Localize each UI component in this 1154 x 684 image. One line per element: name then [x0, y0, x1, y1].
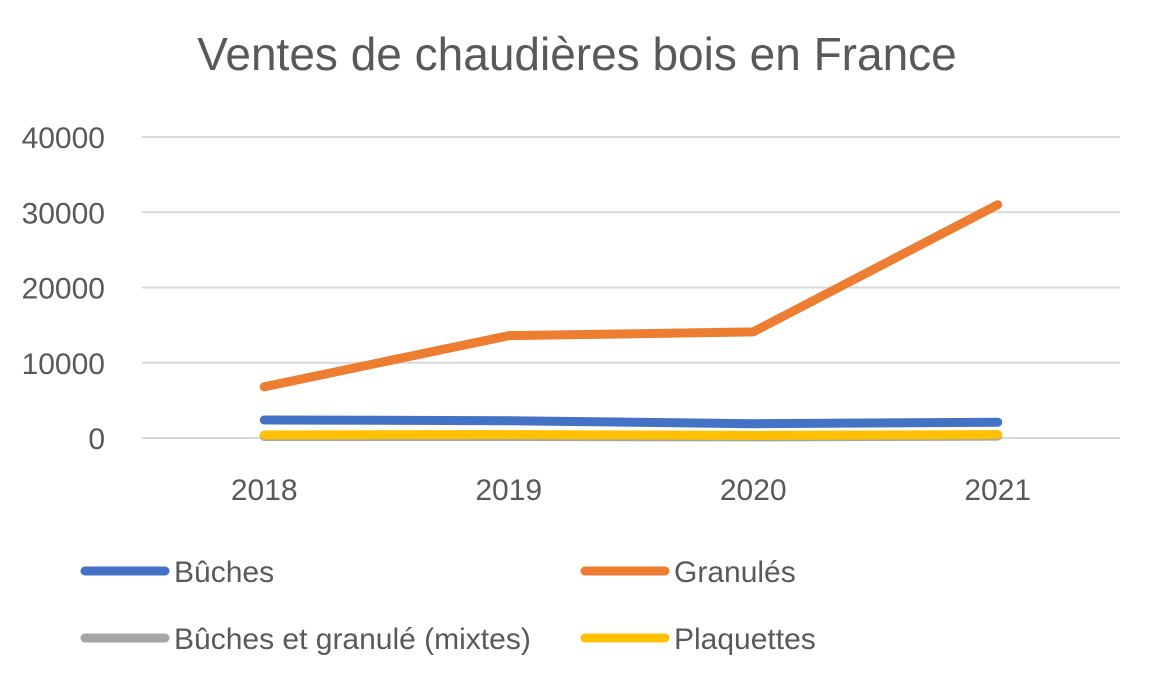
y-tick-label: 30000 [22, 197, 105, 230]
legend: Bûches Granulés Bûches et granulé (mixtes)… [80, 556, 816, 656]
chart-title: Ventes de chaudières bois en France [197, 28, 957, 80]
legend-label: Bûches et granulé (mixtes) [174, 623, 531, 656]
series-line [259, 430, 1003, 440]
y-tick-label: 10000 [22, 348, 105, 381]
series-line [259, 415, 1003, 429]
x-tick-label: 2021 [964, 474, 1031, 507]
x-axis-ticks: 2018 2019 2020 2021 [231, 474, 1031, 507]
legend-label: Granulés [674, 556, 796, 589]
series-lines [259, 200, 1003, 442]
x-tick-label: 2020 [720, 474, 787, 507]
gridlines [142, 136, 1120, 439]
x-tick-label: 2019 [475, 474, 542, 507]
x-tick-label: 2018 [231, 474, 298, 507]
y-tick-label: 0 [88, 423, 105, 456]
y-tick-label: 40000 [22, 122, 105, 155]
legend-label: Plaquettes [674, 623, 816, 656]
y-tick-label: 20000 [22, 273, 105, 306]
series-line [259, 200, 1003, 392]
legend-label: Bûches [174, 556, 274, 589]
y-axis-ticks: 0 10000 20000 30000 40000 [22, 122, 105, 456]
